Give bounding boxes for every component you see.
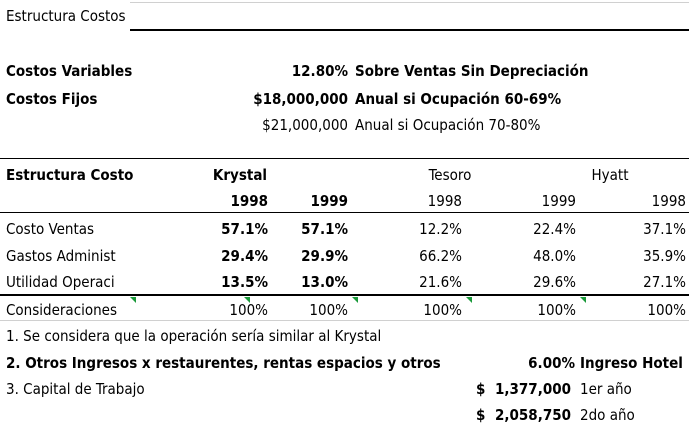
row-label-costo-ventas: Costo Ventas bbox=[6, 220, 95, 238]
cell-total-tesoro-1998: 100% bbox=[423, 301, 462, 319]
costos-variables-value: 12.80% bbox=[291, 62, 348, 80]
comment-marker-icon[interactable] bbox=[580, 297, 586, 303]
costos-fijos-value: $18,000,000 bbox=[253, 90, 348, 108]
year-krystal-1998: 1998 bbox=[230, 192, 268, 210]
cell-utilidad-krystal-1999: 13.0% bbox=[301, 273, 348, 291]
costos-variables-label: Costos Variables bbox=[6, 62, 133, 80]
note-1: 1. Se considera que la operación sería s… bbox=[6, 327, 382, 345]
cell-utilidad-hyatt-1998: 27.1% bbox=[643, 273, 686, 291]
cell-utilidad-krystal-1998: 13.5% bbox=[221, 273, 268, 291]
comment-marker-icon[interactable] bbox=[352, 297, 358, 303]
costos-fijos-label: Costos Fijos bbox=[6, 90, 98, 108]
capital-amount-2: 2,058,750 bbox=[495, 406, 571, 424]
table-top-border bbox=[0, 158, 689, 159]
table-header-label: Estructura Costo bbox=[6, 166, 134, 184]
note-2-text: 2. Otros Ingresos x restaurentes, rentas… bbox=[6, 354, 441, 372]
header-bottom-border bbox=[0, 212, 689, 213]
cell-utilidad-tesoro-1999: 29.6% bbox=[533, 273, 576, 291]
title-underline bbox=[130, 29, 689, 31]
year-hyatt-1998: 1998 bbox=[651, 192, 686, 210]
cell-utilidad-tesoro-1998: 21.6% bbox=[419, 273, 462, 291]
group-krystal: Krystal bbox=[212, 166, 268, 184]
note-3-text: 3. Capital de Trabajo bbox=[6, 380, 145, 398]
top-gridline bbox=[130, 2, 689, 3]
cell-costo-ventas-tesoro-1999: 22.4% bbox=[533, 220, 576, 238]
currency-symbol: $ bbox=[476, 380, 486, 398]
capital-desc-1: 1er año bbox=[580, 380, 632, 398]
capital-amount-1: 1,377,000 bbox=[495, 380, 571, 398]
comment-marker-icon[interactable] bbox=[466, 297, 472, 303]
total-row-top-border bbox=[0, 294, 689, 296]
comment-marker-icon[interactable] bbox=[130, 297, 136, 303]
costos-fijos-alt-desc: Anual si Ocupación 70-80% bbox=[355, 116, 541, 134]
capital-desc-2: 2do año bbox=[580, 406, 635, 424]
row-label-gastos-administ: Gastos Administ bbox=[6, 247, 116, 265]
year-tesoro-1999: 1999 bbox=[541, 192, 576, 210]
cell-total-hyatt-1998: 100% bbox=[647, 301, 686, 319]
cell-gastos-tesoro-1998: 66.2% bbox=[419, 247, 462, 265]
cell-gastos-krystal-1998: 29.4% bbox=[221, 247, 268, 265]
note-2-desc: Ingreso Hotel bbox=[580, 354, 683, 372]
costos-fijos-alt-value: $21,000,000 bbox=[262, 116, 348, 134]
cell-costo-ventas-krystal-1999: 57.1% bbox=[301, 220, 348, 238]
page-title: Estructura Costos bbox=[6, 7, 126, 25]
group-hyatt: Hyatt bbox=[591, 166, 629, 184]
costos-variables-desc: Sobre Ventas Sin Depreciación bbox=[355, 62, 589, 80]
row-label-consideraciones: Consideraciones bbox=[6, 301, 118, 319]
note-2-value: 6.00% bbox=[528, 354, 575, 372]
cell-total-krystal-1999: 100% bbox=[309, 301, 348, 319]
year-tesoro-1998: 1998 bbox=[427, 192, 462, 210]
cell-costo-ventas-tesoro-1998: 12.2% bbox=[419, 220, 462, 238]
cell-costo-ventas-krystal-1998: 57.1% bbox=[221, 220, 268, 238]
comment-marker-icon[interactable] bbox=[244, 297, 250, 303]
cell-total-tesoro-1999: 100% bbox=[537, 301, 576, 319]
cell-costo-ventas-hyatt-1998: 37.1% bbox=[643, 220, 686, 238]
cell-total-krystal-1998: 100% bbox=[229, 301, 268, 319]
cell-gastos-krystal-1999: 29.9% bbox=[301, 247, 348, 265]
row-label-utilidad-operaci: Utilidad Operaci bbox=[6, 273, 115, 291]
cell-gastos-tesoro-1999: 48.0% bbox=[533, 247, 576, 265]
group-tesoro: Tesoro bbox=[428, 166, 472, 184]
cell-gastos-hyatt-1998: 35.9% bbox=[643, 247, 686, 265]
year-krystal-1999: 1999 bbox=[310, 192, 348, 210]
currency-symbol: $ bbox=[476, 406, 486, 424]
costos-fijos-desc: Anual si Ocupación 60-69% bbox=[355, 90, 562, 108]
gridline bbox=[0, 320, 689, 321]
